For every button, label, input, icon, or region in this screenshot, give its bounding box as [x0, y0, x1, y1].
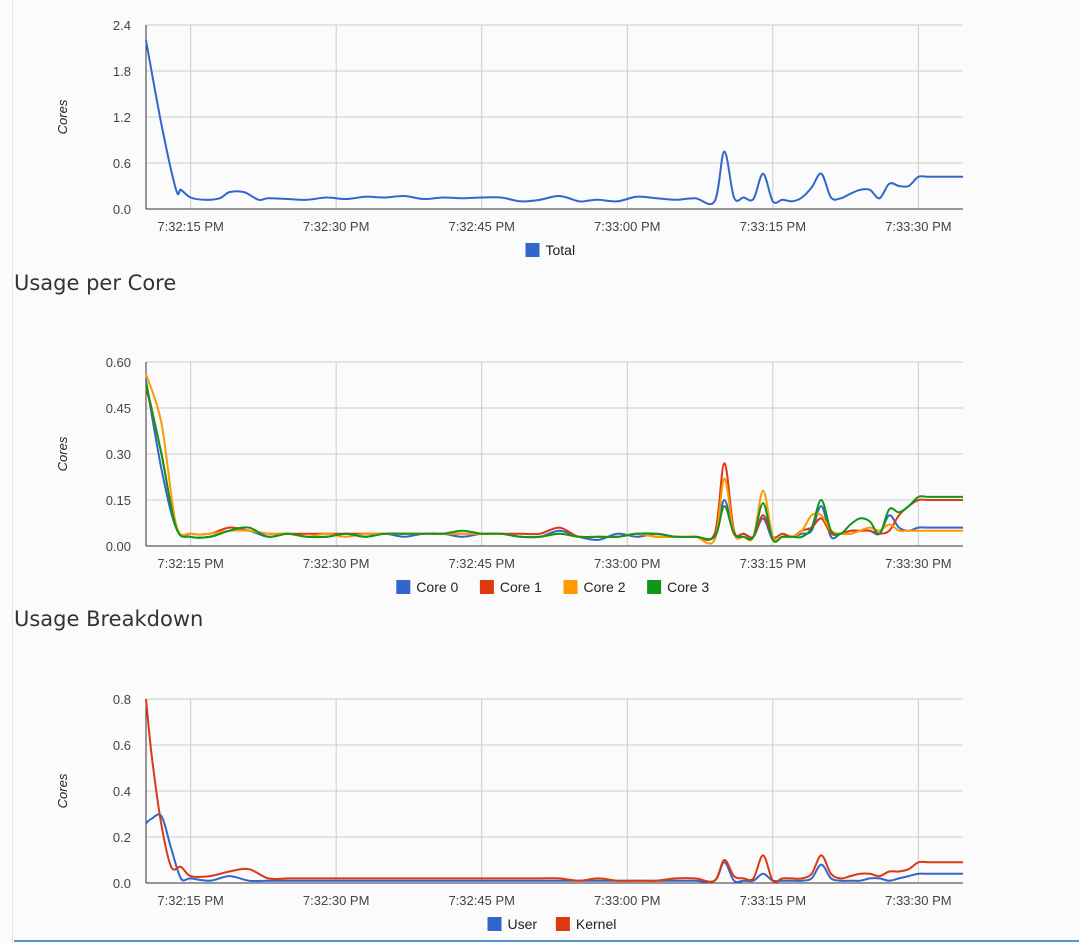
x-tick-label: 7:32:30 PM: [303, 556, 370, 571]
x-tick-label: 7:33:30 PM: [885, 893, 952, 908]
legend-label: Core 0: [416, 579, 458, 595]
legend-item-core-0[interactable]: Core 0: [396, 579, 458, 595]
x-tick-label: 7:32:30 PM: [303, 219, 370, 234]
legend-swatch: [480, 580, 494, 594]
x-tick-label: 7:33:15 PM: [740, 556, 807, 571]
y-tick-label: 0.4: [113, 784, 131, 799]
legend-item-core-3[interactable]: Core 3: [647, 579, 709, 595]
usage-per-core-title: Usage per Core: [14, 271, 176, 295]
x-tick-label: 7:32:45 PM: [448, 219, 515, 234]
legend-label: Total: [546, 242, 576, 258]
series-line-user: [146, 814, 963, 882]
legend-swatch: [396, 580, 410, 594]
series-line-core-0: [146, 380, 963, 540]
legend-label: Core 1: [500, 579, 542, 595]
y-tick-label: 0.15: [106, 493, 131, 508]
legend-label: Core 2: [584, 579, 626, 595]
y-tick-label: 0.2: [113, 830, 131, 845]
x-tick-label: 7:32:15 PM: [157, 219, 224, 234]
x-tick-label: 7:33:15 PM: [740, 219, 807, 234]
y-tick-label: 2.4: [113, 18, 131, 33]
y-axis-label: Cores: [55, 436, 70, 471]
usage-breakdown-title: Usage Breakdown: [14, 607, 203, 631]
legend-item-total[interactable]: Total: [526, 242, 576, 258]
x-tick-label: 7:33:00 PM: [594, 893, 661, 908]
legend-item-user[interactable]: User: [488, 916, 538, 932]
legend-item-core-1[interactable]: Core 1: [480, 579, 542, 595]
legend-swatch: [526, 243, 540, 257]
legend-swatch: [488, 917, 502, 931]
series-line-total: [146, 40, 963, 204]
y-tick-label: 0.30: [106, 447, 131, 462]
y-tick-label: 1.2: [113, 110, 131, 125]
legend-label: User: [508, 916, 538, 932]
y-tick-label: 0.6: [113, 738, 131, 753]
x-tick-label: 7:33:00 PM: [594, 219, 661, 234]
total-usage-chart: 0.0 0.6 1.2 1.8 2.4 7:32:15 PM 7:32:30 PM 7:32:…: [0, 0, 1079, 262]
legend-swatch: [647, 580, 661, 594]
x-tick-label: 7:32:45 PM: [448, 556, 515, 571]
series-line-core-1: [146, 387, 963, 540]
legend-label: Core 3: [667, 579, 709, 595]
x-tick-label: 7:33:15 PM: [740, 893, 807, 908]
series-line-core-2: [146, 374, 963, 543]
x-tick-label: 7:33:30 PM: [885, 556, 952, 571]
x-tick-label: 7:32:15 PM: [157, 556, 224, 571]
y-tick-label: 0.00: [106, 539, 131, 554]
legend-item-core-2[interactable]: Core 2: [564, 579, 626, 595]
y-tick-label: 0.45: [106, 401, 131, 416]
bottom-divider: [14, 940, 1079, 942]
y-axis-label: Cores: [55, 773, 70, 808]
y-tick-label: 0.0: [113, 876, 131, 891]
y-tick-label: 0.6: [113, 156, 131, 171]
legend-label: Kernel: [576, 916, 616, 932]
x-tick-label: 7:33:30 PM: [885, 219, 952, 234]
usage-per-core-chart: 0.00 0.15 0.30 0.45 0.60 7:32:15 PM 7:32:30 PM…: [0, 337, 1079, 599]
x-tick-label: 7:32:30 PM: [303, 893, 370, 908]
x-tick-label: 7:32:15 PM: [157, 893, 224, 908]
usage-breakdown-chart: 0.0 0.2 0.4 0.6 0.8 7:32:15 PM 7:32:30 PM 7:32:…: [0, 674, 1079, 936]
x-tick-label: 7:33:00 PM: [594, 556, 661, 571]
y-tick-label: 0.8: [113, 692, 131, 707]
legend-swatch: [556, 917, 570, 931]
y-axis-label: Cores: [55, 99, 70, 134]
y-tick-label: 1.8: [113, 64, 131, 79]
y-tick-label: 0.60: [106, 355, 131, 370]
legend-swatch: [564, 580, 578, 594]
x-tick-label: 7:32:45 PM: [448, 893, 515, 908]
series-line-core-3: [146, 384, 963, 542]
legend-item-kernel[interactable]: Kernel: [556, 916, 616, 932]
y-tick-label: 0.0: [113, 202, 131, 217]
